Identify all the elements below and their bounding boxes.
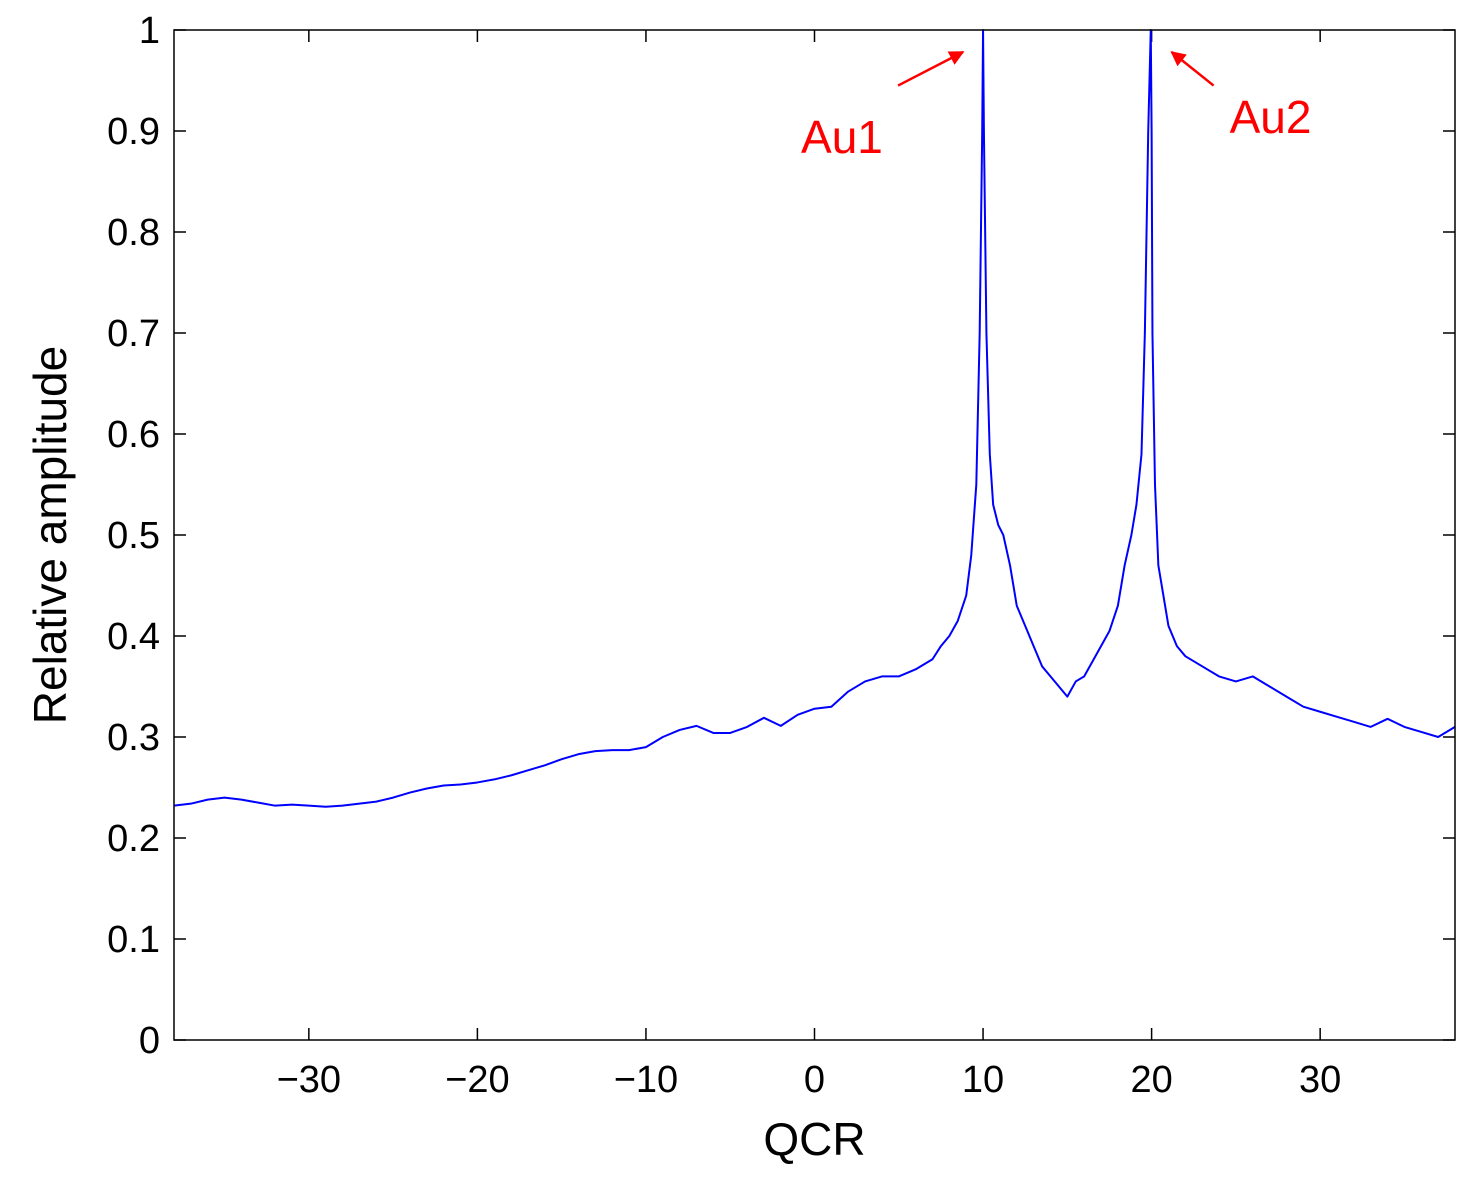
y-tick-label: 0.9 xyxy=(107,111,160,153)
y-axis: 0 0.1 0.2 0.3 0.4 0.5 0.6 0.7 0.8 0.9 1 xyxy=(107,10,1455,1062)
y-tick-label: 1 xyxy=(139,10,160,52)
x-tick-label: 10 xyxy=(962,1059,1004,1101)
series-line xyxy=(173,29,1456,808)
x-axis: −30 −20 −10 0 10 20 30 xyxy=(277,30,1341,1101)
y-tick-label: 0 xyxy=(139,1020,160,1062)
annotation-label: Au1 xyxy=(801,111,883,163)
annotation-label: Au2 xyxy=(1230,91,1312,143)
x-axis-label: QCR xyxy=(763,1113,865,1165)
x-tick-label: 0 xyxy=(804,1059,825,1101)
y-tick-label: 0.6 xyxy=(107,414,160,456)
annotation-arrow xyxy=(1170,51,1215,87)
y-tick-label: 0.3 xyxy=(107,717,160,759)
x-tick-label: −30 xyxy=(277,1059,341,1101)
annotations: Au1 Au2 xyxy=(801,50,1312,163)
y-tick-label: 0.8 xyxy=(107,212,160,254)
annotation-arrow xyxy=(897,50,965,87)
x-tick-label: 20 xyxy=(1130,1059,1172,1101)
plot-frame xyxy=(173,29,1456,1041)
y-tick-label: 0.4 xyxy=(107,616,160,658)
x-tick-label: −10 xyxy=(614,1059,678,1101)
y-tick-label: 0.5 xyxy=(107,515,160,557)
x-tick-label: −20 xyxy=(445,1059,509,1101)
y-axis-label: Relative amplitude xyxy=(24,346,76,724)
y-tick-label: 0.2 xyxy=(107,818,160,860)
x-tick-label: 30 xyxy=(1299,1059,1341,1101)
y-tick-label: 0.1 xyxy=(107,919,160,961)
y-tick-label: 0.7 xyxy=(107,313,160,355)
